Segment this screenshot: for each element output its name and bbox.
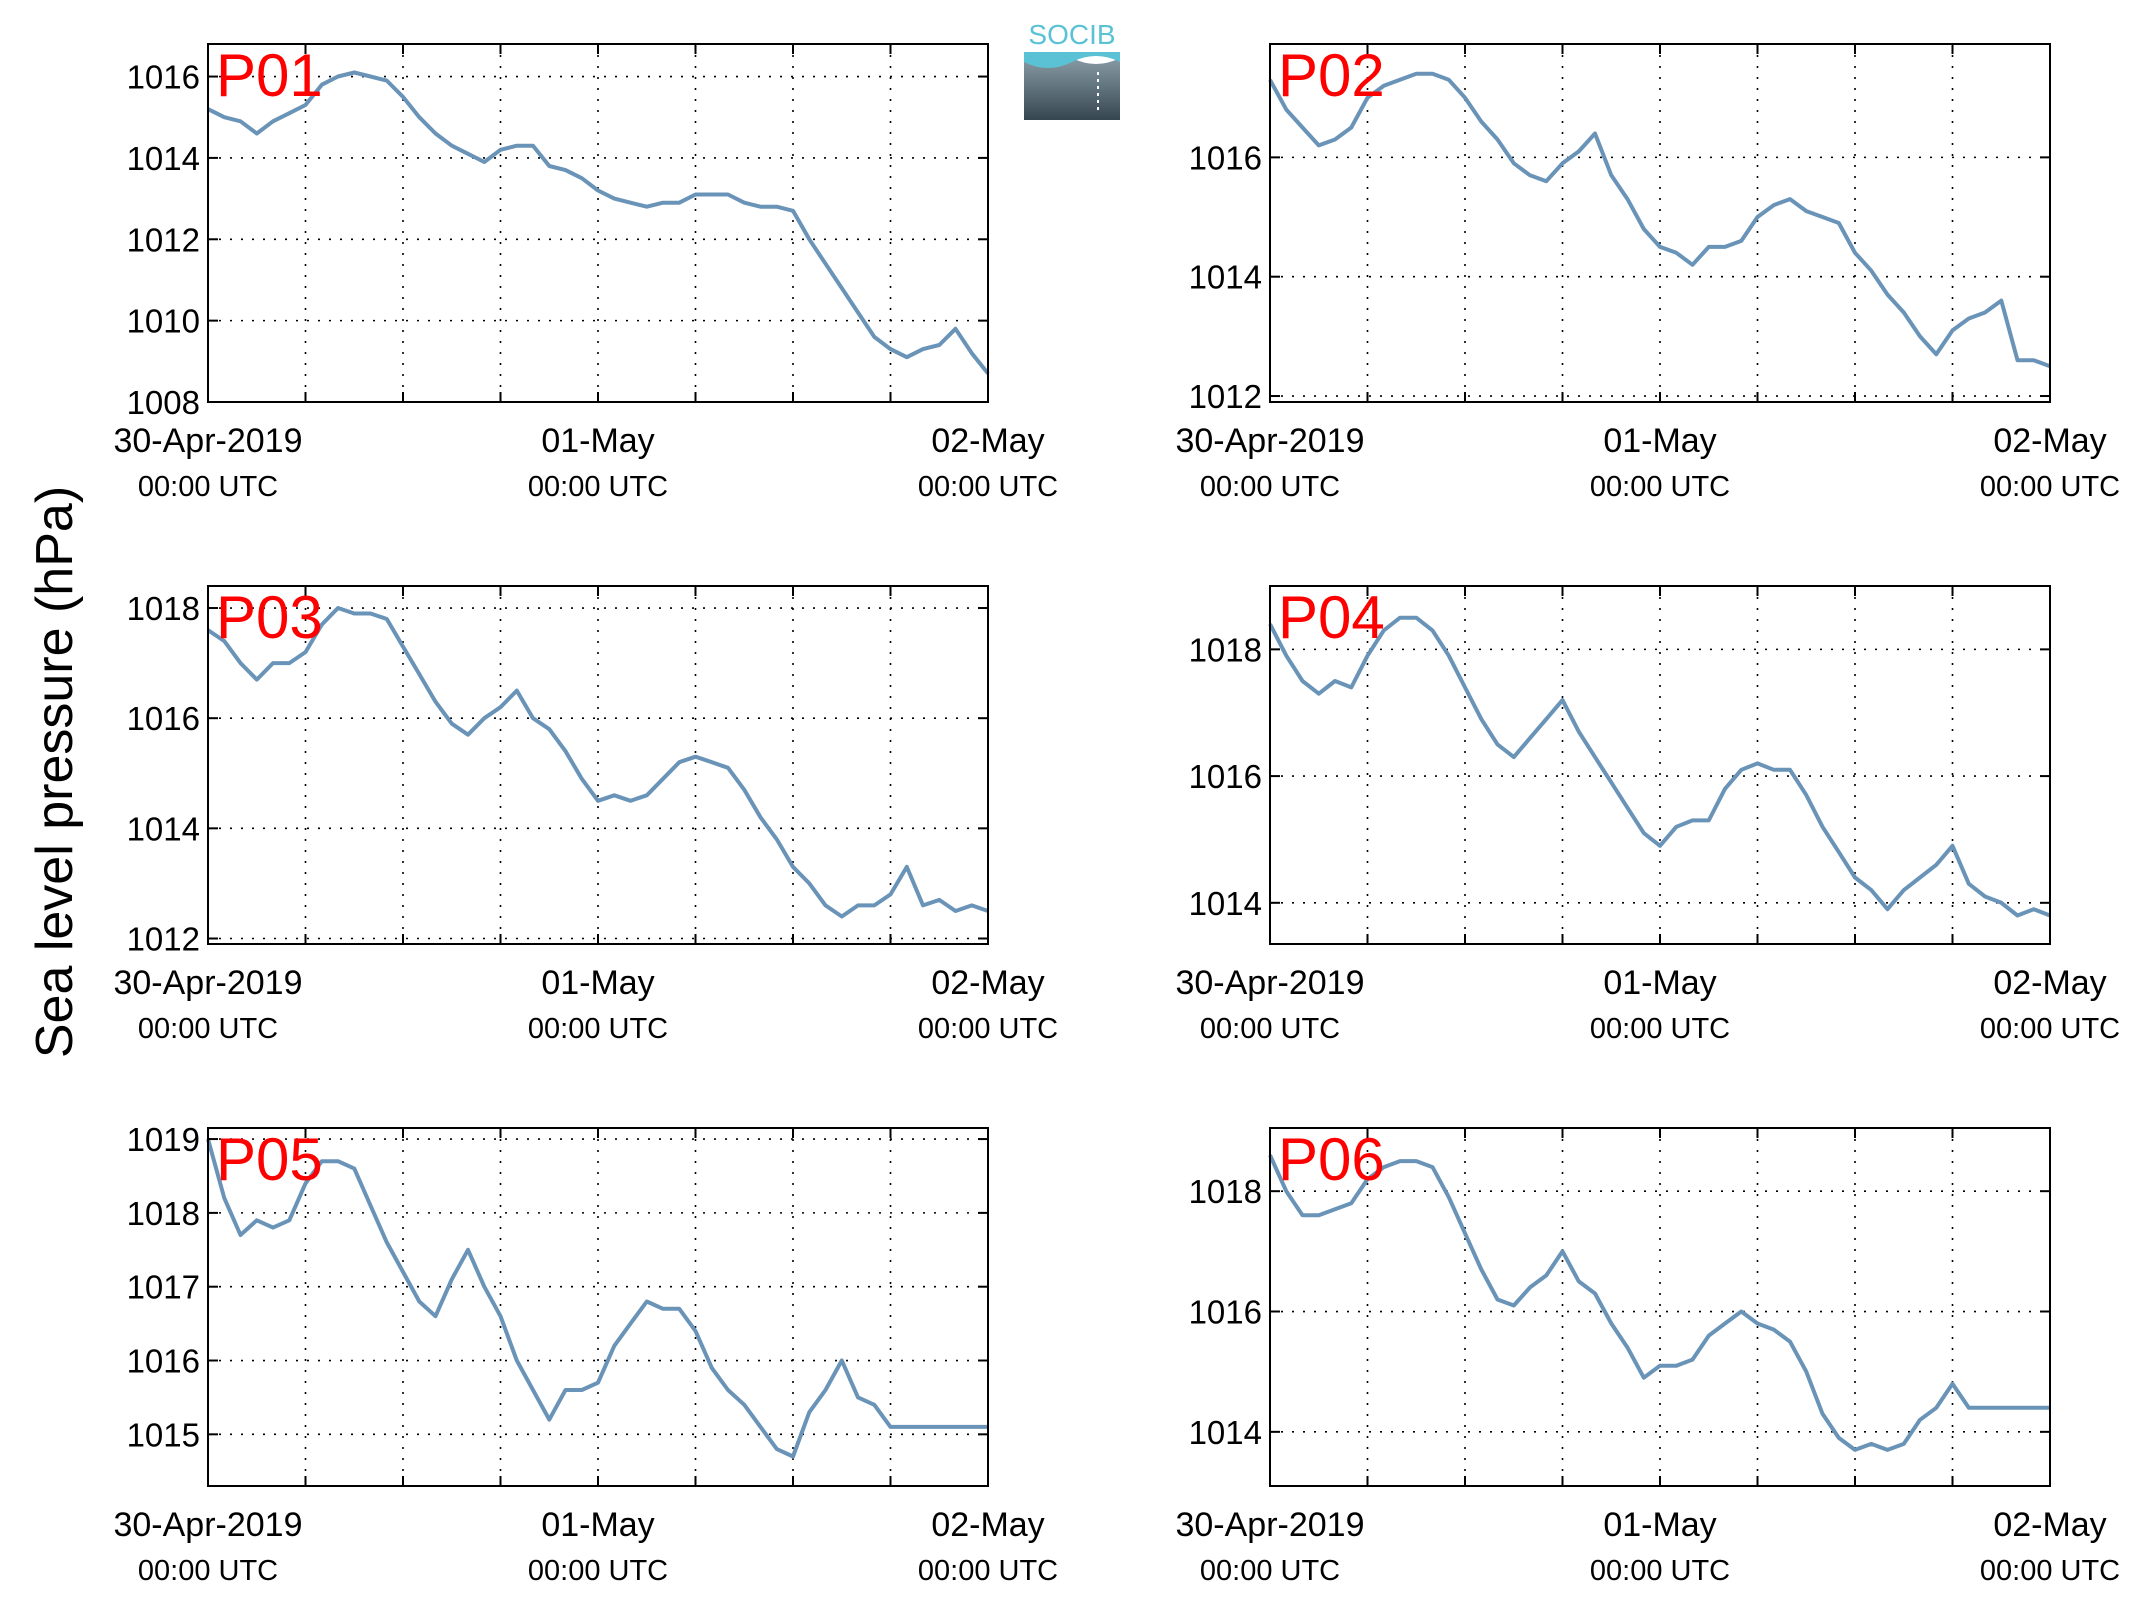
- x-tick-label-date: 01-May: [1603, 1506, 1716, 1544]
- x-tick-label-time: 00:00 UTC: [1200, 1555, 1340, 1587]
- x-tick-label-date: 01-May: [1603, 422, 1716, 460]
- x-tick-label-date: 02-May: [931, 1506, 1044, 1544]
- x-tick-label-time: 00:00 UTC: [918, 471, 1058, 503]
- series-line-p02: [1268, 71, 2051, 369]
- y-tick-label: 1014: [1189, 885, 1262, 922]
- series-line-p04: [1268, 615, 2051, 918]
- x-tick-label-date: 02-May: [1993, 964, 2106, 1002]
- panel-p01: 1008 1010 1012 1014 1016 30-Apr-2019 00:00 UTC…: [113, 42, 1058, 503]
- series-line-p06: [1268, 1154, 2050, 1452]
- y-tick-label: 1015: [127, 1416, 200, 1453]
- socib-logo-wave: [1024, 52, 1120, 120]
- x-tick-label-date: 30-Apr-2019: [1175, 1506, 1364, 1544]
- y-tick-label: 1018: [127, 590, 200, 627]
- x-tick-label-date: 30-Apr-2019: [113, 422, 302, 460]
- x-tick-label-date: 01-May: [1603, 964, 1716, 1002]
- y-tick-label: 1018: [1189, 1173, 1262, 1210]
- axes-box: [207, 43, 989, 403]
- x-tick-label-date: 01-May: [541, 1506, 654, 1544]
- y-tick-label: 1008: [127, 384, 200, 421]
- x-tick-label-date: 02-May: [1993, 1506, 2106, 1544]
- y-tick-label: 1019: [127, 1121, 200, 1158]
- panel-label: P02: [1278, 42, 1385, 109]
- axes-box: [207, 1127, 989, 1487]
- axes-box: [1269, 1127, 2051, 1487]
- axes-box: [1269, 585, 2051, 945]
- y-tick-label: 1010: [127, 303, 200, 340]
- series-line-p05: [206, 1138, 988, 1459]
- socib-logo: SOCIB: [1024, 19, 1120, 120]
- y-tick-label: 1016: [127, 1343, 200, 1380]
- x-tick-label-date: 30-Apr-2019: [113, 964, 302, 1002]
- x-tick-label-time: 00:00 UTC: [138, 1013, 278, 1045]
- x-tick-label-date: 30-Apr-2019: [1175, 422, 1364, 460]
- x-tick-label-time: 00:00 UTC: [1980, 1555, 2120, 1587]
- y-tick-label: 1017: [127, 1269, 200, 1306]
- y-tick-label: 1014: [127, 140, 200, 177]
- panel-p03: 1012 1014 1016 1018 30-Apr-2019 00:00 UTC 01-M…: [113, 584, 1058, 1045]
- x-tick-label-time: 00:00 UTC: [528, 1013, 668, 1045]
- x-tick-label-date: 01-May: [541, 422, 654, 460]
- x-tick-label-time: 00:00 UTC: [528, 1555, 668, 1587]
- series-line-p01: [207, 70, 990, 375]
- x-tick-label-time: 00:00 UTC: [1590, 1555, 1730, 1587]
- panel-p06: 1014 1016 1018 30-Apr-2019 00:00 UTC 01-May 00…: [1175, 1126, 2120, 1587]
- x-tick-label-time: 00:00 UTC: [138, 1555, 278, 1587]
- y-tick-label: 1018: [127, 1195, 200, 1232]
- y-tick-label: 1014: [1189, 1414, 1262, 1451]
- socib-logo-text: SOCIB: [1028, 19, 1115, 50]
- panel-p05: 1015 1016 1017 1018 1019 30-Apr-2019 00:00 UTC…: [113, 1121, 1058, 1587]
- y-tick-label: 1014: [127, 810, 200, 847]
- y-tick-label: 1012: [127, 920, 200, 957]
- x-tick-label-time: 00:00 UTC: [1200, 1013, 1340, 1045]
- x-tick-label-time: 00:00 UTC: [1590, 471, 1730, 503]
- axes-box: [207, 585, 989, 945]
- x-tick-label-date: 02-May: [931, 964, 1044, 1002]
- y-tick-label: 1012: [127, 221, 200, 258]
- x-tick-label-time: 00:00 UTC: [1980, 1013, 2120, 1045]
- x-tick-label-date: 30-Apr-2019: [113, 1506, 302, 1544]
- y-axis-title: Sea level pressure (hPa): [26, 486, 84, 1058]
- panel-p04: 1014 1016 1018 30-Apr-2019 00:00 UTC 01-May 00…: [1175, 584, 2120, 1045]
- x-tick-label-date: 01-May: [541, 964, 654, 1002]
- panel-label: P05: [216, 1126, 323, 1193]
- x-tick-label-time: 00:00 UTC: [138, 471, 278, 503]
- x-tick-label-time: 00:00 UTC: [528, 471, 668, 503]
- y-tick-label: 1016: [1189, 1294, 1262, 1331]
- panel-label: P03: [216, 584, 323, 651]
- y-tick-label: 1016: [127, 59, 200, 96]
- y-tick-label: 1016: [1189, 758, 1262, 795]
- panel-p02: 1012 1014 1016 30-Apr-2019 00:00 UTC 01-May 00…: [1175, 42, 2120, 503]
- x-tick-label-date: 02-May: [931, 422, 1044, 460]
- socib-logo-top-band: [1024, 52, 1120, 68]
- y-tick-label: 1016: [1189, 139, 1262, 176]
- x-tick-label-time: 00:00 UTC: [918, 1013, 1058, 1045]
- panel-label: P01: [216, 42, 323, 109]
- x-tick-label-time: 00:00 UTC: [1980, 471, 2120, 503]
- panel-label: P06: [1278, 1126, 1385, 1193]
- x-tick-label-time: 00:00 UTC: [918, 1555, 1058, 1587]
- y-tick-label: 1014: [1189, 259, 1262, 296]
- panel-label: P04: [1278, 584, 1385, 651]
- y-tick-label: 1018: [1189, 631, 1262, 668]
- series-line-p03: [206, 606, 989, 919]
- x-tick-label-time: 00:00 UTC: [1590, 1013, 1730, 1045]
- x-tick-label-date: 02-May: [1993, 422, 2106, 460]
- x-tick-label-time: 00:00 UTC: [1200, 471, 1340, 503]
- x-tick-label-date: 30-Apr-2019: [1175, 964, 1364, 1002]
- y-tick-label: 1012: [1189, 378, 1262, 415]
- y-tick-label: 1016: [127, 700, 200, 737]
